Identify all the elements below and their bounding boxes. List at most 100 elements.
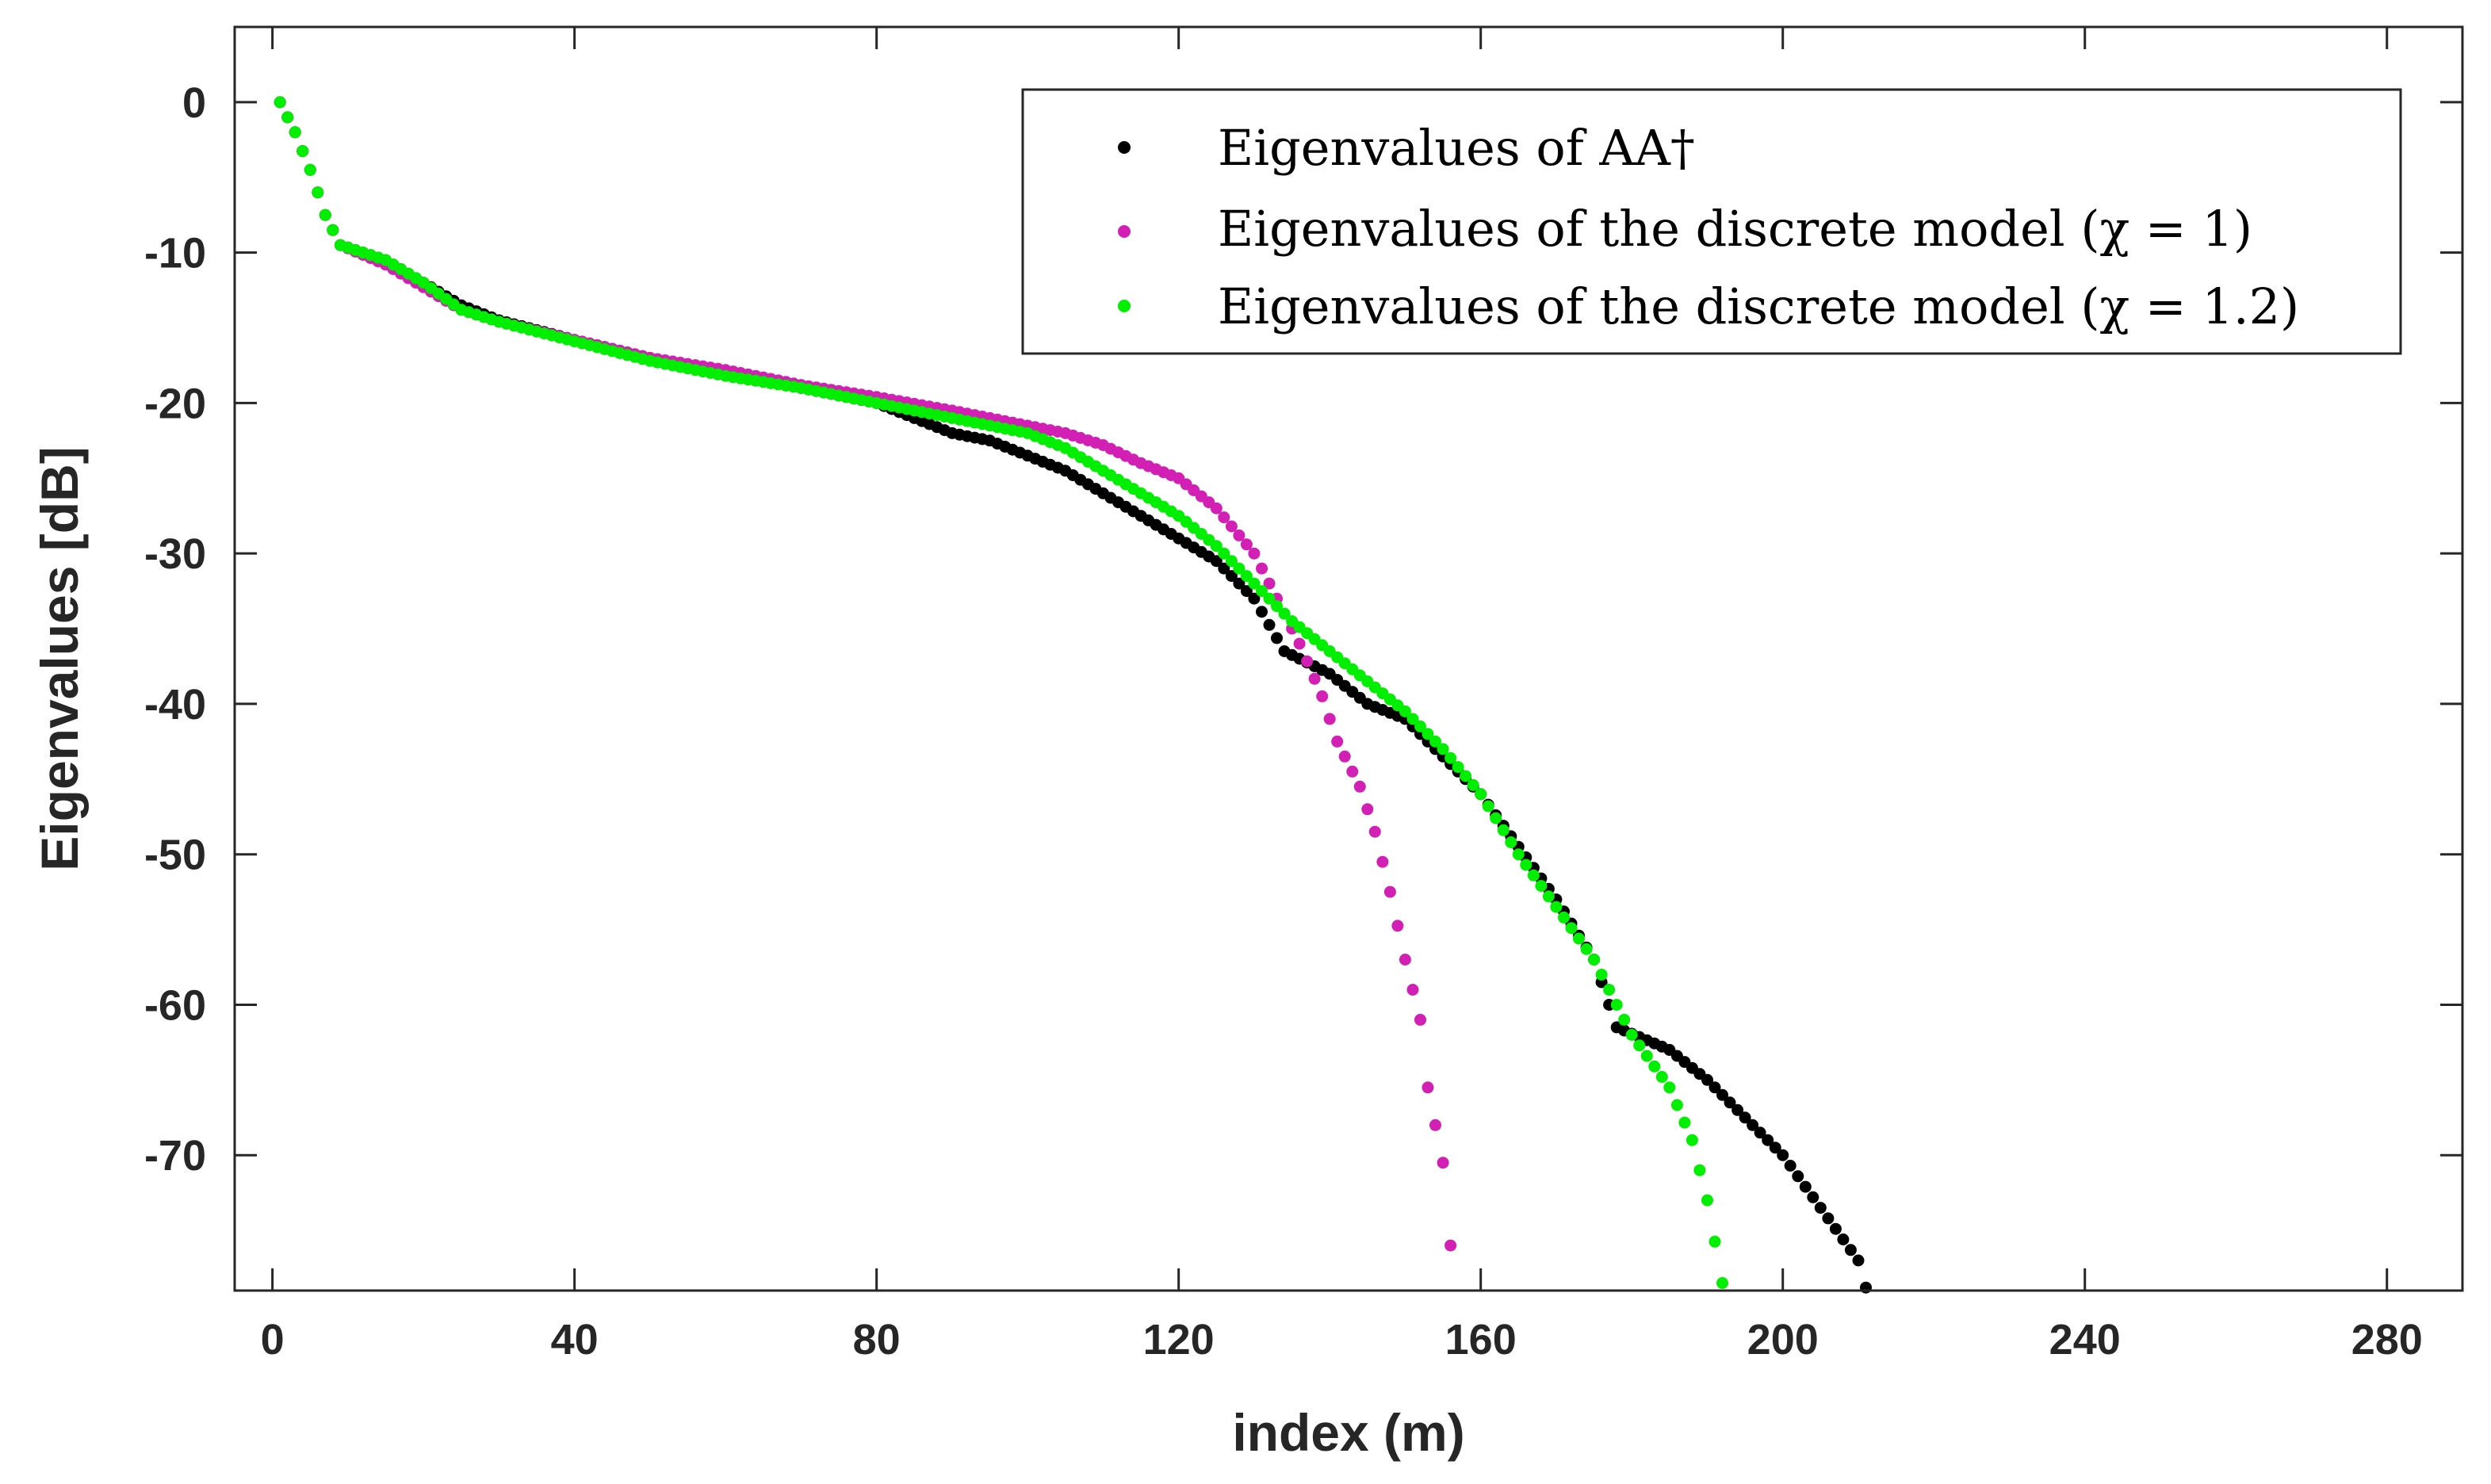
legend-label-aa-dagger: Eigenvalues of AA† [1218, 119, 1695, 177]
data-point [1618, 1013, 1631, 1026]
data-point [1414, 720, 1426, 732]
data-point [1210, 502, 1223, 514]
data-point [1248, 547, 1261, 560]
series-3 [274, 96, 1728, 1289]
data-point [1467, 778, 1479, 791]
data-point [1437, 1157, 1449, 1169]
y-axis-title: Eigenvalues [dB] [30, 446, 89, 870]
data-point [1814, 1202, 1827, 1214]
data-point [1225, 520, 1238, 533]
data-point [297, 145, 309, 158]
data-point [1422, 1081, 1434, 1094]
data-point [1278, 607, 1291, 620]
data-point [1708, 1235, 1721, 1248]
data-point [1353, 780, 1366, 793]
data-point [281, 111, 294, 124]
data-point [1784, 1160, 1797, 1172]
data-point [1293, 637, 1306, 650]
data-point [1837, 1233, 1850, 1245]
data-point [319, 208, 331, 221]
data-point [1655, 1071, 1668, 1083]
axis-ticks: 0 40 80 120 160 200 240 280 0 -10 -20 -30 -40 -50 -60 -… [144, 27, 2462, 1364]
data-point [1308, 672, 1321, 685]
data-point [1829, 1222, 1842, 1235]
data-point [1240, 538, 1253, 551]
plot-frame [233, 25, 2464, 1292]
data-point [1573, 932, 1585, 945]
data-point [1248, 592, 1261, 605]
data-point [327, 224, 339, 236]
data-point [1633, 1039, 1646, 1052]
data-point [1316, 690, 1329, 702]
data-point [1361, 803, 1374, 816]
data-point [1256, 585, 1268, 598]
data-point [312, 186, 324, 199]
data-point [1233, 577, 1246, 590]
data-point [274, 96, 286, 109]
x-tick-label: 0 [261, 1316, 285, 1364]
data-point [1240, 585, 1253, 598]
data-point [1406, 713, 1419, 725]
data-point [1429, 1119, 1441, 1131]
data-point [1648, 1060, 1661, 1073]
data-point [1724, 1096, 1736, 1109]
data-point [1444, 752, 1457, 764]
data-point [1558, 911, 1570, 924]
data-point [1747, 1119, 1759, 1131]
data-point [1595, 969, 1608, 981]
data-point [1414, 1013, 1426, 1026]
data-point [1542, 890, 1555, 903]
data-point [1218, 562, 1230, 575]
data-point [304, 163, 316, 176]
data-point [1475, 788, 1487, 801]
data-point [1263, 618, 1276, 631]
legend-marker-aa-dagger [1118, 141, 1131, 154]
y-tick-label: -20 [144, 380, 206, 427]
data-point [1701, 1073, 1713, 1086]
data-point [1844, 1244, 1857, 1256]
data-point [1769, 1142, 1781, 1154]
data-point [1323, 713, 1336, 725]
data-point [1233, 529, 1246, 541]
legend: Eigenvalues of AA† Eigenvalues of the di… [1021, 88, 2402, 355]
data-point [1520, 859, 1532, 871]
data-point [1452, 761, 1464, 774]
data-point [1731, 1103, 1744, 1116]
data-point [1716, 1277, 1728, 1289]
data-point [1580, 943, 1593, 955]
data-point [1625, 1028, 1638, 1041]
data-point [1852, 1254, 1865, 1267]
x-tick-label: 200 [1747, 1316, 1819, 1364]
data-point [1218, 547, 1230, 560]
data-point [1505, 836, 1517, 848]
data-point [289, 126, 301, 139]
data-point [1512, 848, 1525, 861]
data-point [1670, 1099, 1683, 1111]
data-point [1210, 540, 1223, 553]
data-point [1437, 743, 1449, 755]
legend-marker-chi-1 [1118, 225, 1131, 238]
data-point [1701, 1194, 1713, 1207]
scatter-points [274, 96, 1872, 1294]
data-point [1429, 735, 1441, 748]
data-point [1603, 984, 1616, 996]
legend-box [1021, 88, 2402, 355]
data-point [1535, 880, 1548, 892]
data-point [1777, 1149, 1789, 1161]
data-point [1754, 1126, 1766, 1139]
data-point [1271, 632, 1283, 644]
data-point [1399, 954, 1411, 966]
data-point [1460, 770, 1472, 782]
x-tick-label: 120 [1143, 1316, 1215, 1364]
y-tick-label: 0 [182, 79, 206, 127]
data-point [1210, 555, 1223, 568]
data-point [1792, 1170, 1804, 1183]
data-point [1331, 735, 1344, 748]
data-point [1693, 1164, 1706, 1176]
data-point [1383, 885, 1396, 898]
x-tick-label: 160 [1445, 1316, 1517, 1364]
data-point [1799, 1180, 1812, 1193]
data-point [1565, 922, 1578, 935]
data-point [1263, 577, 1276, 590]
data-point [1406, 984, 1419, 996]
